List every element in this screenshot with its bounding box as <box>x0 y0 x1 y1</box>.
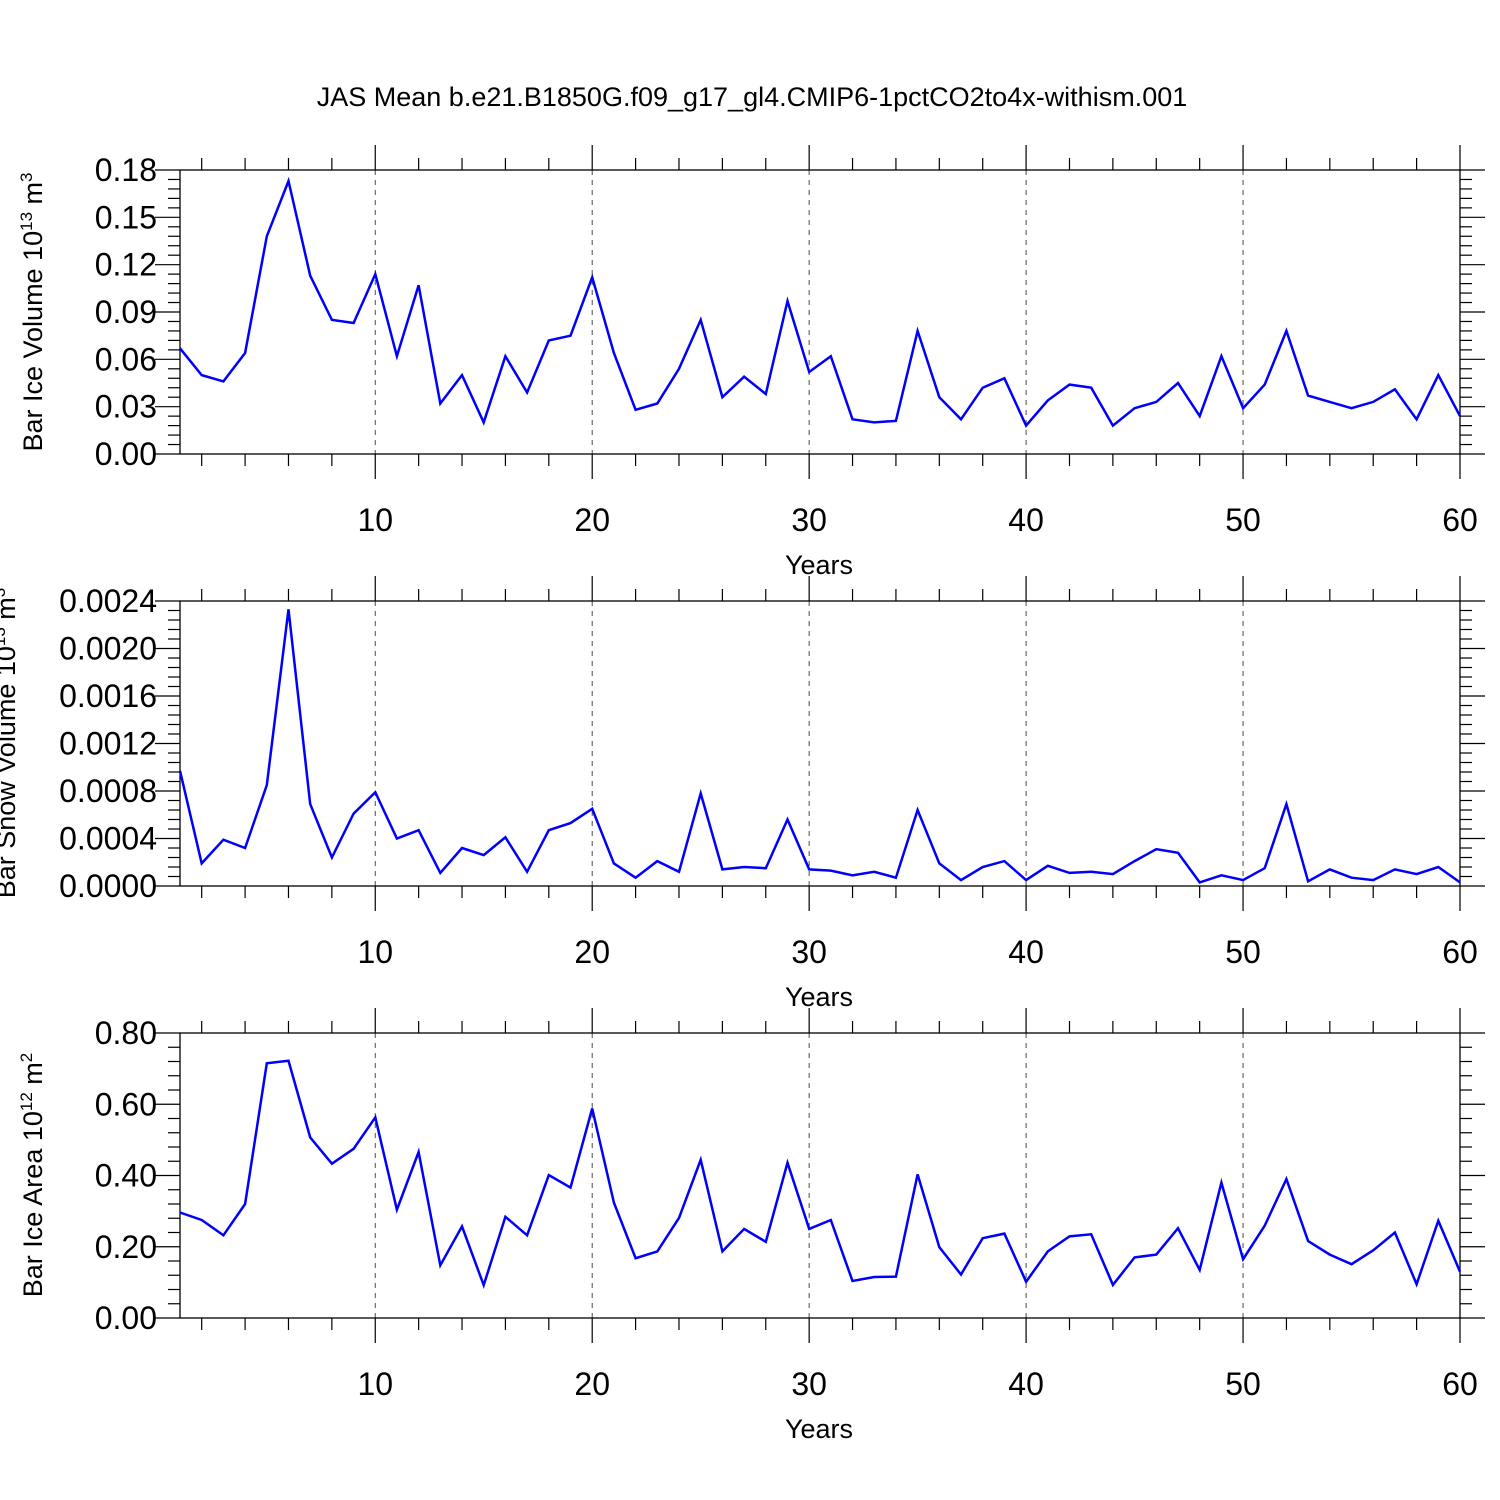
panel-bar-ice-area: Bar Ice Area 1012 m2 Years 10 20 30 40 50 60 0… <box>17 1008 1485 1444</box>
x-tick-label: 10 <box>357 502 393 538</box>
x-tick-label: 10 <box>357 934 393 970</box>
x-tick-label: 40 <box>1008 934 1044 970</box>
y-tick-label: 0.0016 <box>59 678 157 714</box>
panel-bar-ice-volume: Bar Ice Volume 1013 m3 Years 10 20 30 40 50 6… <box>17 145 1485 580</box>
y-tick-label: 0.80 <box>95 1015 157 1051</box>
x-tick-label: 50 <box>1225 1366 1261 1402</box>
y-tick-label: 0.0000 <box>59 868 157 904</box>
x-tick-label: 20 <box>574 502 610 538</box>
figure-title: JAS Mean b.e21.B1850G.f09_g17_gl4.CMIP6-… <box>317 82 1188 112</box>
x-tick-label: 20 <box>574 1366 610 1402</box>
x-tick-label: 30 <box>791 502 827 538</box>
x-tick-label: 30 <box>791 1366 827 1402</box>
y-tick-label: 0.00 <box>95 436 157 472</box>
series-line <box>179 176 1462 428</box>
x-axis-label: Years <box>785 982 853 1012</box>
y-tick-label: 0.0008 <box>59 773 157 809</box>
y-tick-label: 0.09 <box>95 294 157 330</box>
y-tick-label: 0.06 <box>95 341 157 377</box>
y-tick-label: 0.18 <box>95 152 157 188</box>
x-tick-label: 60 <box>1442 934 1478 970</box>
x-tick-label: 40 <box>1008 502 1044 538</box>
y-tick-label: 0.0012 <box>59 726 157 762</box>
y-tick-label: 0.0004 <box>59 821 157 857</box>
x-tick-label: 20 <box>574 934 610 970</box>
x-tick-label: 50 <box>1225 502 1261 538</box>
x-tick-label: 40 <box>1008 1366 1044 1402</box>
y-axis-label: Bar Ice Volume 1013 m3 <box>17 172 48 451</box>
x-tick-label: 30 <box>791 934 827 970</box>
y-tick-label: 0.20 <box>95 1229 157 1265</box>
x-tick-label: 60 <box>1442 502 1478 538</box>
y-tick-label: 0.0020 <box>59 631 157 667</box>
x-axis-label: Years <box>785 550 853 580</box>
x-tick-label: 60 <box>1442 1366 1478 1402</box>
x-axis-label: Years <box>785 1414 853 1444</box>
y-tick-label: 0.40 <box>95 1158 157 1194</box>
x-tick-label: 50 <box>1225 934 1261 970</box>
y-tick-label: 0.12 <box>95 247 157 283</box>
series-line <box>178 609 1461 884</box>
y-tick-label: 0.15 <box>95 199 157 235</box>
y-axis-label: Bar Snow Volume 1013 m3 <box>0 588 21 899</box>
y-tick-label: 0.03 <box>95 389 157 425</box>
y-tick-label: 0.0024 <box>59 583 157 619</box>
panel-bar-snow-volume: Bar Snow Volume 1013 m3 Years 10 20 30 40 50… <box>0 576 1485 1012</box>
y-axis-label: Bar Ice Area 1012 m2 <box>17 1053 48 1298</box>
series-line <box>179 1059 1462 1290</box>
x-tick-label: 10 <box>357 1366 393 1402</box>
y-tick-label: 0.60 <box>95 1086 157 1122</box>
y-tick-label: 0.00 <box>95 1300 157 1336</box>
